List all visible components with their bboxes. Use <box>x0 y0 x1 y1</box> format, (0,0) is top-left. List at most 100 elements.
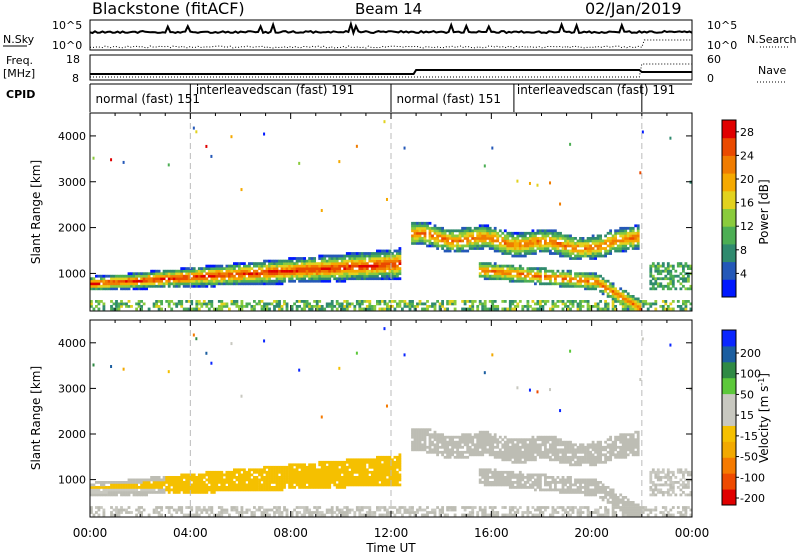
power-cell <box>122 287 126 291</box>
velocity-cell <box>554 481 557 484</box>
power-cell <box>278 302 281 306</box>
velocity-cell <box>298 486 302 489</box>
power-cell <box>248 282 251 286</box>
power-cell <box>621 244 625 248</box>
power-cell <box>313 257 317 260</box>
power-cell <box>225 274 229 278</box>
velocity-cell <box>556 443 560 447</box>
velocity-cell <box>195 486 199 489</box>
power-cell <box>177 284 181 288</box>
power-cell <box>240 272 244 276</box>
power-cell <box>483 242 487 245</box>
velocity-cell <box>195 483 199 487</box>
velocity-cell <box>428 448 432 452</box>
power-cell <box>503 307 507 311</box>
velocity-cell <box>561 481 565 484</box>
velocity-cell <box>185 506 189 509</box>
power-cell <box>253 274 256 278</box>
velocity-cell <box>458 450 462 454</box>
velocity-cell <box>250 481 254 484</box>
velocity-cell <box>481 473 485 477</box>
velocity-cell <box>245 486 249 489</box>
power-cell <box>534 302 537 306</box>
velocity-cell <box>468 445 472 449</box>
power-cell <box>270 282 274 286</box>
velocity-cell <box>493 433 497 437</box>
power-cell <box>624 229 628 233</box>
power-cell <box>541 234 545 238</box>
velocity-cell <box>526 511 530 514</box>
velocity-cell <box>559 491 562 494</box>
velocity-cell <box>526 450 530 454</box>
velocity-cell <box>260 483 264 487</box>
velocity-cell <box>233 473 236 477</box>
velocity-cell <box>155 511 159 514</box>
velocity-cell <box>300 478 304 482</box>
velocity-cell <box>305 470 309 474</box>
velocity-cell <box>503 450 507 454</box>
velocity-cell <box>120 491 123 494</box>
velocity-cell <box>273 468 276 472</box>
velocity-cell <box>288 483 292 487</box>
power-cell <box>298 300 302 303</box>
velocity-cell <box>280 513 284 517</box>
power-cell <box>483 272 487 276</box>
velocity-cell <box>318 460 322 464</box>
power-cell <box>566 284 570 288</box>
velocity-cell <box>383 473 387 477</box>
power-cell <box>656 262 660 265</box>
velocity-cell <box>207 486 211 489</box>
power-cell <box>428 239 432 243</box>
velocity-cell <box>496 483 500 487</box>
power-cell <box>355 252 359 255</box>
power-cell <box>554 242 557 245</box>
velocity-cell <box>426 445 429 449</box>
velocity-cell <box>556 438 560 442</box>
power-cell <box>413 226 417 230</box>
power-cell <box>310 269 314 273</box>
velocity-cell <box>386 513 389 517</box>
power-cell <box>230 267 234 270</box>
power-cell <box>544 237 547 240</box>
velocity-cell <box>182 481 186 484</box>
power-cell <box>360 277 364 281</box>
velocity-cell <box>496 470 500 474</box>
power-cell <box>320 305 324 308</box>
velocity-cell <box>365 476 369 479</box>
power-cell <box>145 277 149 281</box>
power-cell <box>233 300 236 303</box>
velocity-cell <box>268 470 271 474</box>
velocity-cell <box>506 438 510 442</box>
power-cell <box>664 269 668 273</box>
velocity-cell <box>446 448 450 452</box>
power-cell <box>298 272 302 276</box>
power-cell <box>157 300 161 303</box>
velocity-cell <box>315 511 319 514</box>
power-cell <box>456 242 460 245</box>
power-cell <box>486 229 490 233</box>
velocity-cell <box>355 463 359 467</box>
power-cell <box>185 272 189 276</box>
velocity-cell <box>230 470 234 474</box>
velocity-cell <box>461 445 465 449</box>
power-cell <box>112 279 116 283</box>
power-cell <box>554 239 557 243</box>
power-cell <box>468 305 472 308</box>
power-cell <box>471 242 475 245</box>
velocity-cell <box>363 473 367 477</box>
power-cell <box>275 282 279 286</box>
power-cell <box>406 305 409 308</box>
velocity-cell <box>486 513 490 517</box>
velocity-cell <box>423 445 427 449</box>
velocity-cell <box>207 513 211 517</box>
freq-tick-top: 18 <box>66 53 80 66</box>
velocity-cell <box>145 493 149 497</box>
power-cell <box>358 264 362 268</box>
power-cell <box>258 302 261 306</box>
velocity-cell <box>360 473 364 477</box>
power-cell <box>669 269 673 273</box>
velocity-cell <box>333 468 337 472</box>
velocity-cell <box>107 488 111 492</box>
power-cell <box>586 277 590 281</box>
velocity-cell <box>222 483 226 487</box>
